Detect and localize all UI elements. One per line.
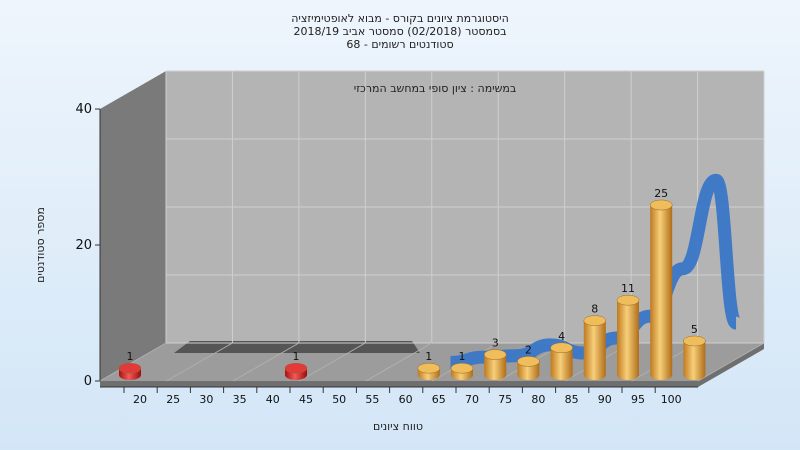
bar [284,362,308,380]
bar [417,362,441,380]
floor-grid-line [99,342,167,382]
x-tick-label: 85 [565,393,579,406]
data-label: 1 [459,350,466,363]
floor-grid-line [697,342,765,382]
floor-grid-line [299,342,366,382]
floor-grid-line [166,342,233,382]
bar [550,342,573,380]
floor-edge [100,381,698,387]
bar-top [683,335,706,347]
bar [616,294,640,380]
x-tick-label: 20 [133,393,147,406]
bar [118,362,142,380]
bar-body [650,205,673,380]
y-tick-label: 20 [75,238,92,253]
chart-subtitle-line-1: בסמסטר (02/2018) סמסטר אביב 2018/19 [293,25,507,38]
x-tick-label: 65 [432,393,446,406]
x-tick-label: 80 [531,393,545,406]
bar [583,315,607,380]
x-tick-label: 40 [266,393,280,406]
data-label: 25 [654,187,668,200]
x-tick-label: 100 [661,393,682,406]
bar-body [484,354,507,380]
bar-top [417,362,441,374]
x-tick-label: 45 [299,393,313,406]
floor-grid-line [365,342,433,382]
bar-top [517,356,540,367]
x-tick-label: 50 [332,393,346,406]
y-axis-title: מספר סטודנטים [34,207,47,283]
x-axis-title: טווח ציונים [373,420,423,433]
data-label: 5 [691,323,698,336]
x-tick-label: 95 [631,393,645,406]
x-tick-label: 75 [498,393,512,406]
floor-side-edge [698,343,764,387]
bar-top [483,349,507,360]
data-label: 4 [558,330,565,343]
bar-top [118,362,142,374]
data-label: 2 [525,343,532,356]
data-label: 11 [621,282,635,295]
y-tick-label: 0 [84,374,92,389]
chart-annotation: במשימה : ציון סופי במחשב המרכזי [354,82,517,95]
bar-top [450,362,474,374]
data-label: 8 [591,303,598,316]
chart-title-block: היסטוגרמת ציונים בקורס - מבוא לאופטימיזצ… [0,12,800,51]
x-tick-label: 30 [199,393,213,406]
data-label: 1 [293,350,300,363]
x-tick-label: 55 [365,393,379,406]
bar-body [583,320,606,380]
y-tick-label: 40 [75,102,92,117]
x-tick-label: 60 [399,393,413,406]
bar-body [517,361,540,380]
chart-subtitle-line-2: סטודנטים רשומים - 68 [346,38,454,51]
bar [483,349,507,380]
bar [517,356,540,380]
x-tick-label: 90 [598,393,612,406]
data-label: 1 [127,350,134,363]
bar [683,335,706,380]
data-label: 1 [425,350,432,363]
bar [450,362,474,380]
chart-title: היסטוגרמת ציונים בקורס - מבוא לאופטימיזצ… [291,12,509,25]
bar-top [616,294,640,306]
bar [649,199,673,380]
side-wall [100,71,166,381]
bar-top [649,199,673,211]
data-label: 3 [492,337,499,350]
bar-top [284,362,308,374]
x-tick-label: 25 [166,393,180,406]
bar-body [550,347,573,380]
floor-grid-line [232,342,300,382]
x-tick-label: 70 [465,393,479,406]
bar-top [550,342,573,354]
x-tick-label: 35 [233,393,247,406]
floor-shadow [174,341,420,353]
bar-body [683,341,706,380]
bar-body [617,300,639,380]
bar-top [583,315,607,326]
